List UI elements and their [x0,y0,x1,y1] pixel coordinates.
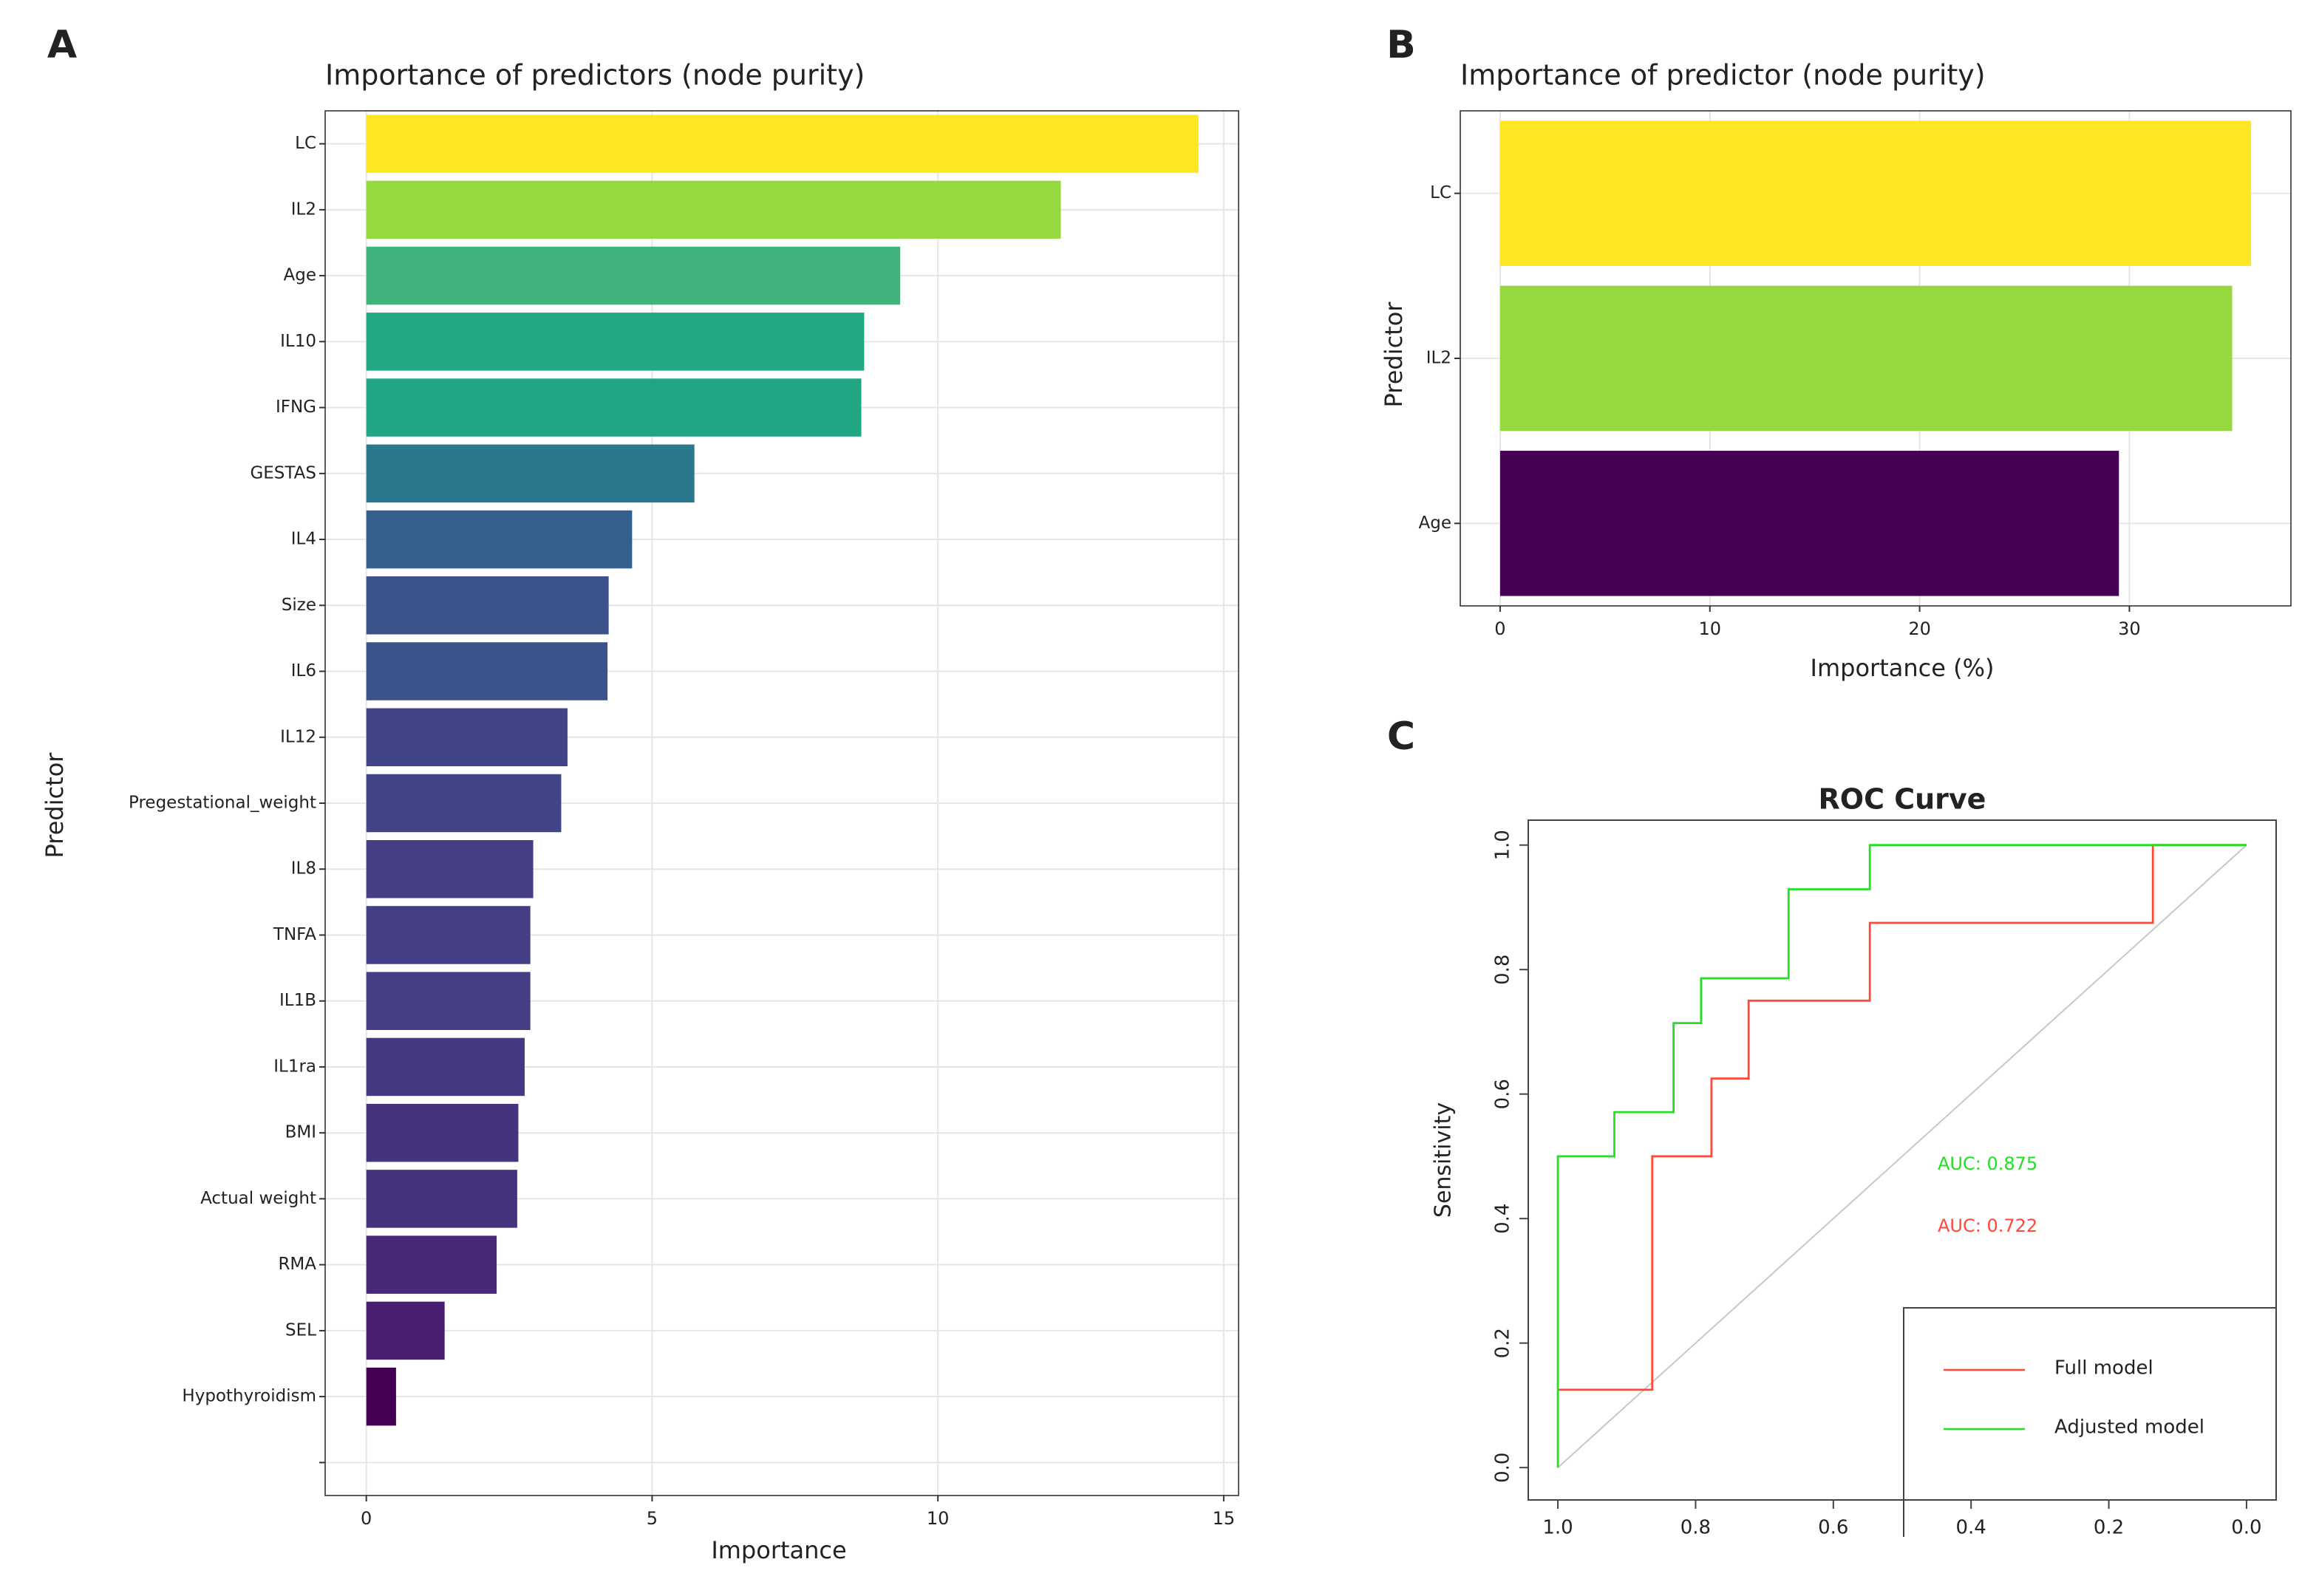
y-tick-label: IFNG [276,398,316,417]
annotation: AUC: 0.722 [1938,1215,2037,1236]
x-tick-label: 30 [2118,618,2141,639]
y-tick-label: Age [1419,514,1451,533]
x-tick-label: 10 [927,1508,950,1529]
y-tick-label: GESTAS [250,463,316,482]
x-tick-label: 0.0 [2231,1517,2261,1539]
panel-label: C [1387,715,1415,759]
y-tick-label: IL2 [1426,349,1451,368]
y-axis-label: Predictor [1380,301,1408,408]
bar [366,839,534,898]
y-tick-label: BMI [285,1123,316,1142]
x-tick-label: 0.8 [1680,1517,1711,1539]
legend-box [1903,1307,2276,1537]
bar [366,1301,445,1360]
bar [366,774,562,833]
y-tick-label: RMA [278,1255,316,1274]
y-tick-label: IL4 [291,530,316,549]
y-tick-label: Pregestational_weight [129,794,316,813]
y-tick-label: IL10 [280,332,316,351]
bar [366,378,862,437]
y-tick-label: 1.0 [1492,830,1514,860]
x-axis-label: Importance (%) [1811,654,1995,682]
y-tick-label: SEL [285,1320,316,1340]
bar [366,510,633,569]
bar [366,444,695,503]
y-tick-label: IL2 [291,200,316,219]
y-tick-label: 0.6 [1492,1079,1514,1109]
roc-line [1558,844,2247,1391]
y-tick-label: 0.4 [1492,1204,1514,1234]
bar [1499,120,2252,266]
y-axis-label: Predictor [41,752,69,859]
y-tick-label: 0.8 [1492,955,1514,985]
bar [366,1103,519,1162]
x-tick-label: 0.2 [2094,1517,2124,1539]
bar [1499,285,2233,432]
bar [366,246,901,305]
y-tick-label: IL1B [279,991,316,1010]
bar [366,1037,525,1097]
panel-label: B [1386,23,1416,67]
bar [366,313,865,371]
bar [366,1367,396,1426]
bar [366,115,1199,173]
y-tick-label: IL6 [291,661,316,681]
x-tick-label: 0 [1494,618,1505,639]
bar [366,180,1061,239]
panel-label: A [47,23,77,67]
plot-border [324,110,1239,1496]
y-tick-label: Age [284,266,316,285]
plot-border [1460,110,2292,607]
x-tick-label: 15 [1213,1508,1236,1529]
bar [366,642,608,700]
chart-title: Importance of predictor (node purity) [1460,59,1986,92]
y-tick-label: IL8 [291,859,316,879]
y-tick-label: Hypothyroidism [182,1387,316,1406]
annotation: AUC: 0.875 [1938,1153,2037,1174]
chart-title: Importance of predictors (node purity) [325,59,865,92]
y-tick-label: LC [1430,183,1451,202]
bar [366,906,531,964]
x-tick-label: 0.4 [1956,1517,1986,1539]
x-tick-label: 1.0 [1542,1517,1573,1539]
y-tick-label: IL1ra [273,1057,316,1076]
y-tick-label: 0.2 [1492,1328,1514,1358]
bar [366,708,568,767]
roc-line [1556,844,2247,1468]
x-tick-label: 10 [1698,618,1721,639]
bar [366,1170,517,1228]
y-tick-label: IL12 [280,727,316,746]
bar [366,1235,497,1294]
y-tick-label: TNFA [273,925,316,944]
bar [366,576,609,635]
y-axis-label: Sensitivity [1431,1102,1457,1218]
x-axis-label: Importance [711,1536,846,1564]
y-tick-label: 0.0 [1492,1453,1514,1483]
bar [366,972,531,1030]
legend-label: Adjusted model [2054,1416,2204,1439]
chart-title: ROC Curve [1819,783,1986,816]
x-tick-label: 0 [361,1508,372,1529]
legend-label: Full model [2054,1357,2153,1380]
y-tick-label: Size [282,596,316,615]
x-tick-label: 20 [1908,618,1931,639]
reference-line [1557,844,2247,1468]
bar [1499,451,2119,596]
y-tick-label: LC [295,134,316,153]
y-tick-label: Actual weight [200,1189,316,1208]
x-tick-label: 5 [647,1508,658,1529]
x-tick-label: 0.6 [1818,1517,1848,1539]
